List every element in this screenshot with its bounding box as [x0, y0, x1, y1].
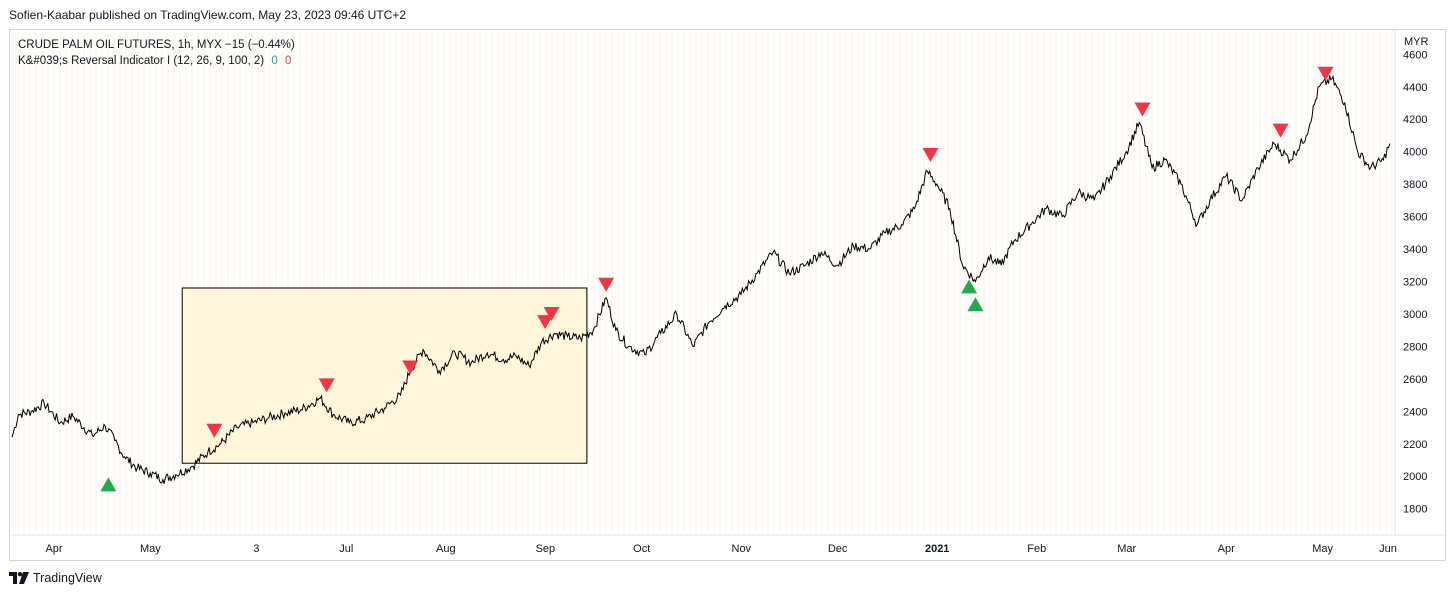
time-tick-label: Jul	[339, 543, 353, 555]
price-tick-label: 4600	[1403, 49, 1427, 61]
time-tick-label: Jun	[1379, 543, 1397, 555]
tradingview-watermark[interactable]: TradingView	[9, 571, 102, 585]
time-tick-label: Dec	[828, 543, 848, 555]
bullish-signal-marker	[967, 297, 984, 312]
vertical-grid	[11, 30, 1393, 533]
time-tick-label: Nov	[732, 543, 752, 555]
price-axis[interactable]: 1800 2000 2200 2400 2600 2800 3000 3200 3400 3600…	[1403, 49, 1427, 515]
indicator-value-bearish: 0	[284, 55, 292, 67]
price-tick-label: 3800	[1403, 179, 1427, 191]
indicator-value-bullish: 0	[271, 55, 278, 67]
price-tick-label: 2800	[1403, 341, 1427, 353]
price-tick-label: 2200	[1403, 439, 1427, 451]
price-tick-label: 4200	[1403, 114, 1427, 126]
signal-markers	[100, 66, 1334, 492]
price-tick-label: 2400	[1403, 406, 1427, 418]
brand-name: TradingView	[33, 571, 102, 585]
price-tick-label: 2600	[1403, 374, 1427, 386]
bearish-signal-marker	[402, 360, 419, 375]
price-line	[11, 74, 1391, 484]
price-tick-label: 3400	[1403, 244, 1427, 256]
price-tick-label: 4000	[1403, 147, 1427, 159]
bearish-signal-marker	[1317, 66, 1334, 81]
bearish-signal-marker	[537, 315, 554, 330]
chart-legend: CRUDE PALM OIL FUTURES, 1h, MYX −15 (−0.…	[18, 37, 295, 69]
time-tick-label: Sep	[536, 543, 556, 555]
price-tick-label: 4400	[1403, 82, 1427, 94]
time-tick-label: 3	[253, 543, 259, 555]
bearish-signal-marker	[543, 306, 560, 321]
time-tick-label: May	[1312, 543, 1333, 555]
time-tick-label: Mar	[1117, 543, 1136, 555]
bearish-signal-marker	[206, 423, 223, 438]
bearish-signal-marker	[1272, 123, 1289, 138]
price-axis-unit: MYR	[1404, 36, 1429, 48]
time-tick-label: Apr	[1218, 543, 1235, 555]
price-tick-label: 3200	[1403, 277, 1427, 289]
time-tick-label: Oct	[633, 543, 650, 555]
bearish-signal-marker	[598, 277, 615, 292]
bullish-signal-marker	[100, 477, 117, 492]
indicator-legend[interactable]: K&#039;s Reversal Indicator I (12, 26, 9…	[18, 53, 295, 69]
price-tick-label: 1800	[1403, 504, 1427, 516]
price-tick-label: 2000	[1403, 471, 1427, 483]
time-tick-label: May	[140, 543, 161, 555]
time-axis[interactable]: Apr May 3 Jul Aug Sep Oct Nov Dec 2021 Feb Mar Apr Ma…	[45, 543, 1396, 555]
bearish-signal-marker	[318, 378, 335, 393]
time-tick-label: 2021	[925, 543, 949, 555]
bearish-signal-marker	[1134, 102, 1151, 117]
tradingview-logo-icon	[9, 572, 29, 584]
time-tick-label: Feb	[1027, 543, 1046, 555]
publish-info: Sofien-Kaabar published on TradingView.c…	[9, 8, 407, 22]
symbol-legend[interactable]: CRUDE PALM OIL FUTURES, 1h, MYX −15 (−0.…	[18, 39, 295, 51]
time-tick-label: Aug	[436, 543, 456, 555]
indicator-name: K&#039;s Reversal Indicator I (12, 26, 9…	[18, 55, 265, 67]
price-tick-label: 3600	[1403, 212, 1427, 224]
highlight-rectangle[interactable]	[181, 287, 588, 464]
bearish-signal-marker	[922, 147, 939, 162]
price-tick-label: 3000	[1403, 309, 1427, 321]
time-tick-label: Apr	[45, 543, 62, 555]
bullish-signal-marker	[961, 279, 978, 294]
